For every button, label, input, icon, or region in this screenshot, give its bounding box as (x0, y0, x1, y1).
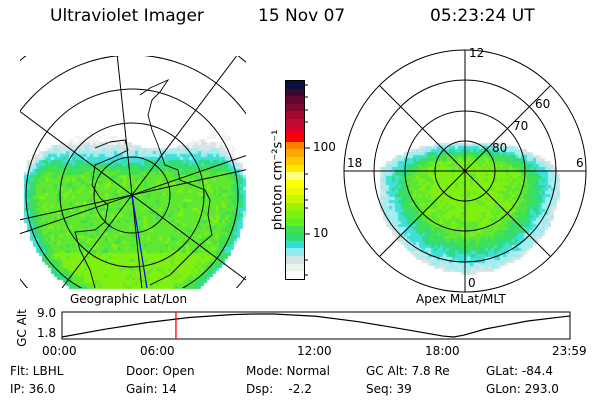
lat-label-70: 70 (513, 119, 529, 133)
colorbar-swatch (286, 233, 304, 241)
colorbar-swatch (286, 202, 304, 211)
xtick-0000: 00:00 (42, 344, 77, 358)
ytick-9: 9.0 (37, 306, 57, 320)
colorbar-swatch (286, 88, 304, 97)
colorbar-swatch (286, 164, 304, 173)
date-label: 15 Nov 07 (258, 6, 346, 26)
mlt-line (379, 85, 551, 257)
colorbar-tick-10: 10 (313, 226, 329, 240)
altitude-ylabel: GC Alt (15, 309, 29, 347)
meridian-line (61, 56, 237, 288)
mlt-label-18: 18 (347, 156, 363, 170)
latitude-circle (93, 156, 171, 234)
glon-info: GLon: 293.0 (486, 382, 559, 396)
pole-marker (130, 193, 134, 197)
xtick-1800: 18:00 (425, 344, 460, 358)
colorbar-swatch (286, 217, 304, 226)
instrument-title: Ultraviolet Imager (50, 6, 204, 26)
mlt-label-0: 0 (468, 276, 476, 290)
coastline (74, 78, 213, 288)
satellite-track-line (131, 194, 148, 289)
xtick-0600: 06:00 (140, 344, 175, 358)
colorbar-swatch (286, 119, 304, 127)
seq-info: Seq: 39 (366, 382, 412, 396)
colorbar-swatch (286, 256, 304, 264)
mlt-label-6: 6 (576, 156, 584, 170)
colorbar-swatch (286, 225, 304, 234)
colorbar-swatch (286, 103, 304, 112)
colorbar-swatch (286, 172, 304, 180)
latitude-circle (59, 122, 205, 268)
ytick-1-8: 1.8 (37, 326, 57, 340)
colorbar-swatch (286, 141, 304, 150)
latitude-circle (25, 88, 239, 288)
mlt-label-12: 12 (469, 46, 485, 60)
colorbar-swatch (286, 134, 304, 142)
colorbar-unit-label: photon cm⁻²s⁻¹ (270, 129, 286, 231)
colorbar-swatch (286, 248, 304, 257)
colorbar-swatch (286, 81, 304, 89)
mode-info: Mode: Normal (246, 364, 330, 378)
gain-info: Gain: 14 (126, 382, 177, 396)
colorbar-swatch (286, 187, 304, 196)
colorbar-swatch (286, 149, 304, 158)
colorbar-tick-100: 100 (313, 140, 336, 154)
colorbar (285, 80, 305, 280)
altitude-curve (61, 313, 571, 338)
colorbar-swatch (286, 179, 304, 188)
colorbar-swatch (286, 111, 304, 120)
colorbar-swatch (286, 195, 304, 203)
ip-info: IP: 36.0 (10, 382, 56, 396)
colorbar-swatch (286, 96, 304, 104)
time-label: 05:23:24 UT (430, 6, 535, 26)
dsp-info: Dsp: -2.2 (246, 382, 312, 396)
door-info: Door: Open (126, 364, 195, 378)
filter-info: Flt: LBHL (10, 364, 64, 378)
colorbar-swatch (286, 126, 304, 135)
meridian-line (116, 56, 143, 288)
magnetic-grid (343, 49, 587, 293)
colorbar-swatch (286, 210, 304, 218)
lat-label-80: 80 (492, 141, 508, 155)
glat-info: GLat: -84.4 (486, 364, 553, 378)
geographic-map-label: Geographic Lat/Lon (70, 292, 188, 306)
altitude-plot-frame (61, 311, 571, 340)
xtick-2359: 23:59 (552, 344, 587, 358)
colorbar-swatch (286, 271, 304, 279)
gc-alt-info: GC Alt: 7.8 Re (366, 364, 450, 378)
colorbar-swatch (286, 157, 304, 165)
colorbar-swatch (286, 263, 304, 272)
lat-label-60: 60 (535, 97, 551, 111)
xtick-1200: 12:00 (297, 344, 332, 358)
colorbar-swatch (286, 240, 304, 249)
magnetic-map-label: Apex MLat/MLT (416, 292, 506, 306)
